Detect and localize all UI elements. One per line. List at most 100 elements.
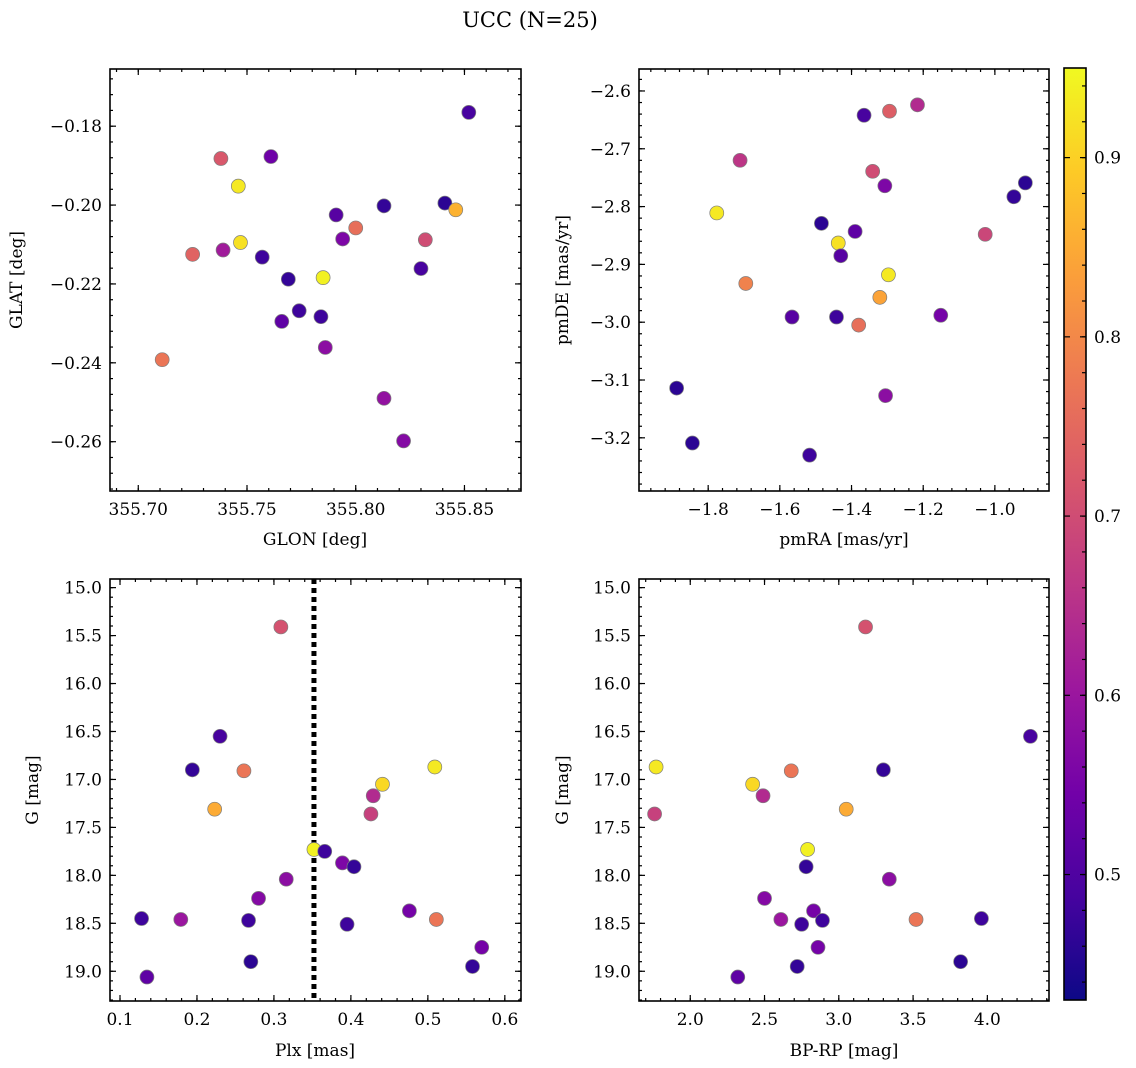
scatter-point	[428, 912, 444, 927]
scatter-point	[1006, 189, 1022, 205]
y-axis-label: G [mag]	[23, 755, 43, 824]
x-tick-label: −1.0	[974, 500, 1015, 520]
x-tick-label: 355.80	[326, 500, 385, 520]
x-tick-label: 0.4	[337, 1010, 364, 1030]
scatter-point	[847, 224, 863, 239]
y-tick-label: −3.2	[590, 429, 631, 449]
scatter-point	[730, 969, 746, 985]
scatter-point	[784, 309, 800, 325]
scatter-point	[273, 619, 289, 635]
x-tick-label: −1.8	[688, 500, 729, 520]
y-tick-label: −0.18	[50, 117, 102, 137]
scatter-point	[1017, 175, 1033, 191]
y-tick-label: −2.6	[590, 82, 631, 102]
y-axis-label: GLAT [deg]	[7, 231, 27, 329]
x-tick-label: 355.75	[217, 500, 276, 520]
y-tick-label: −2.7	[590, 140, 631, 160]
scatter-point	[365, 788, 381, 804]
scatter-point	[212, 728, 228, 744]
y-tick-label: 18.5	[64, 914, 102, 934]
y-tick-label: −3.0	[590, 313, 631, 333]
scatter-point	[241, 913, 256, 928]
scatter-point	[213, 151, 229, 166]
scatter-point	[953, 954, 968, 970]
y-tick-label: −0.26	[50, 433, 102, 453]
scatter-point	[233, 235, 248, 250]
scatter-point	[254, 249, 270, 265]
x-tick-label: 4.0	[974, 1010, 1001, 1030]
y-tick-label: 16.5	[593, 722, 631, 742]
y-axis-label: G [mag]	[553, 755, 573, 824]
colorbar: 0.5 0.6 0.7 0.8 0.9	[1063, 67, 1121, 1001]
plot-frame	[638, 578, 1050, 1002]
scatter-point	[830, 235, 846, 251]
scatter-point	[263, 149, 279, 164]
scatter-point	[348, 220, 364, 236]
scatter-point	[280, 271, 296, 287]
scatter-point	[829, 309, 844, 325]
scatter-point	[865, 163, 881, 179]
y-tick-label: −2.9	[590, 255, 631, 275]
y-tick-label: −0.20	[50, 196, 102, 216]
x-tick-label: −1.6	[759, 500, 800, 520]
y-tick-label: −0.24	[50, 354, 102, 374]
y-tick-label: 16.5	[64, 722, 102, 742]
scatter-point	[474, 939, 490, 955]
colorbar-tick-label: 0.8	[1094, 328, 1121, 348]
x-axis-label: GLON [deg]	[263, 530, 367, 550]
scatter-point	[881, 871, 897, 887]
scatter-point	[745, 776, 760, 792]
scatter-point	[346, 859, 362, 875]
scatter-point	[789, 959, 805, 974]
scatter-point	[376, 390, 392, 406]
colorbar-frame	[1063, 67, 1087, 1001]
scatter-point	[236, 763, 252, 779]
y-tick-label: 17.0	[64, 770, 102, 790]
scatter-point	[139, 969, 155, 985]
scatter-point	[709, 205, 725, 221]
scatter-point	[339, 916, 355, 932]
x-tick-label: 355.70	[109, 500, 168, 520]
x-tick-label: 0.2	[183, 1010, 210, 1030]
scatter-point	[291, 303, 307, 319]
scatter-point	[363, 806, 379, 822]
scatter-point	[794, 916, 810, 932]
scatter-point	[417, 232, 433, 248]
x-tick-label: 0.3	[260, 1010, 287, 1030]
scatter-point	[402, 903, 417, 919]
scatter-point	[376, 198, 392, 214]
x-tick-label: −1.4	[831, 500, 872, 520]
scatter-point	[806, 903, 821, 919]
scatter-point	[278, 871, 294, 887]
scatter-point	[814, 215, 829, 231]
figure-title: UCC (N=25)	[462, 8, 598, 32]
panel-glon-glat: GLON [deg] GLAT [deg] 355.70 355.75 355.80…	[7, 68, 522, 550]
x-tick-label: 0.6	[491, 1010, 518, 1030]
scatter-point	[977, 226, 993, 242]
scatter-point	[872, 289, 888, 305]
scatter-point	[757, 891, 772, 906]
x-axis-label: BP-RP [mag]	[790, 1041, 899, 1061]
scatter-point	[335, 231, 351, 247]
scatter-point	[243, 954, 259, 970]
scatter-point	[648, 759, 664, 775]
scatter-point	[215, 242, 231, 258]
panel-plx-g: Plx [mas] G [mag] 0.1 0.2 0.3 0.4 0.5 0.6 15.0…	[23, 578, 522, 1061]
y-tick-label: 15.5	[64, 627, 102, 647]
y-tick-label: 15.0	[64, 579, 102, 599]
y-tick-label: −0.22	[50, 275, 102, 295]
scatter-point	[833, 248, 849, 264]
plot-frame	[638, 68, 1050, 492]
scatter-point	[908, 912, 924, 927]
y-tick-label: 17.0	[593, 770, 631, 790]
x-tick-label: −1.2	[903, 500, 944, 520]
colorbar-tick-label: 0.6	[1094, 686, 1121, 706]
scatter-point	[802, 447, 817, 463]
panel-pmra-pmde: pmRA [mas/yr] pmDE [mas/yr] −1.8 −1.6 −1.4…	[553, 68, 1050, 550]
scatter-point	[427, 759, 443, 775]
scatter-point	[317, 844, 333, 859]
colorbar-gradient	[1064, 68, 1086, 1000]
x-axis-label: pmRA [mas/yr]	[779, 530, 908, 550]
y-tick-label: 17.5	[64, 818, 102, 838]
